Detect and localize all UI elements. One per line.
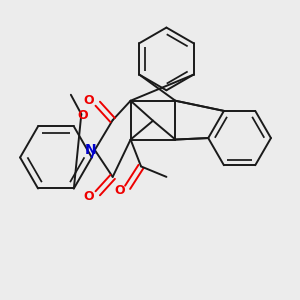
Text: O: O (83, 190, 94, 203)
Text: N: N (85, 143, 96, 157)
Text: O: O (115, 184, 125, 197)
Text: O: O (77, 109, 88, 122)
Text: O: O (83, 94, 94, 107)
